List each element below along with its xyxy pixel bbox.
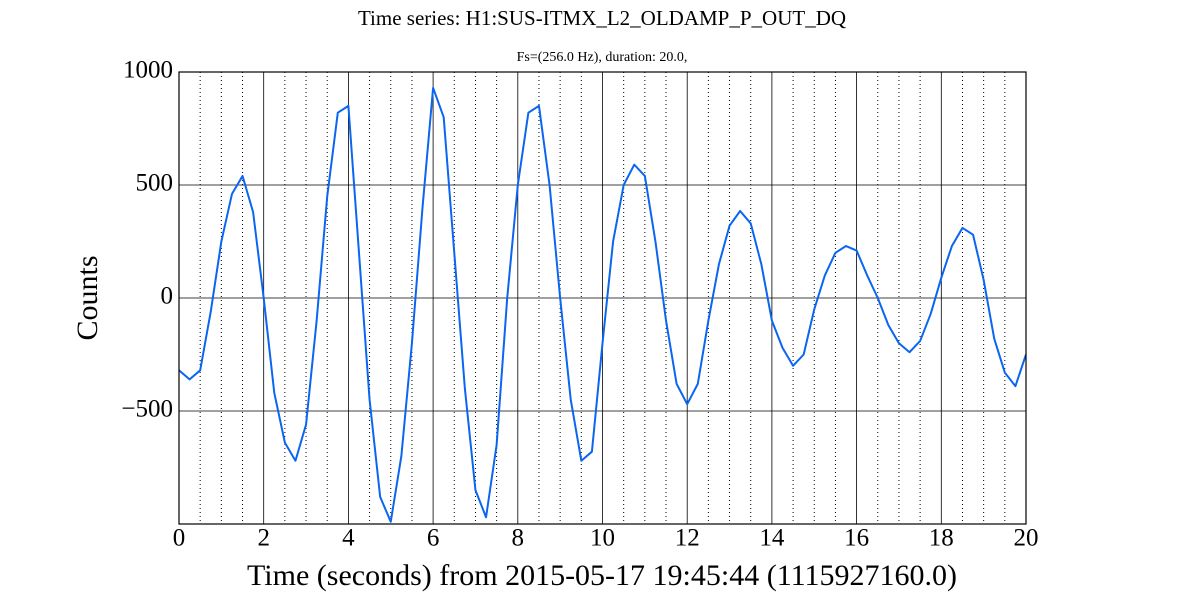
x-tick-label: 12 — [675, 525, 700, 552]
x-tick-label: 8 — [512, 525, 525, 552]
y-tick-label: 0 — [161, 283, 174, 310]
x-axis-label: Time (seconds) from 2015-05-17 19:45:44 … — [247, 559, 957, 592]
x-tick-label: 20 — [1014, 525, 1039, 552]
x-tick-label: 16 — [844, 525, 869, 552]
plot-frame — [178, 71, 1027, 525]
chart-subtitle: Fs=(256.0 Hz), duration: 20.0, — [517, 50, 688, 65]
y-axis-label: Counts — [71, 255, 104, 340]
x-tick-label: 14 — [759, 525, 785, 552]
y-tick-label: 500 — [136, 170, 174, 197]
x-tick-label: 2 — [257, 525, 270, 552]
x-tick-label: 18 — [929, 525, 954, 552]
data-line — [179, 86, 1026, 523]
x-tick-label: 0 — [173, 525, 186, 552]
y-tick-label: 1000 — [123, 57, 173, 84]
chart-title: Time series: H1:SUS-ITMX_L2_OLDAMP_P_OUT… — [358, 6, 846, 30]
x-tick-label: 4 — [342, 525, 355, 552]
x-tick-label: 6 — [427, 525, 440, 552]
y-tick-label: −500 — [121, 396, 173, 423]
x-tick-label: 10 — [590, 525, 615, 552]
